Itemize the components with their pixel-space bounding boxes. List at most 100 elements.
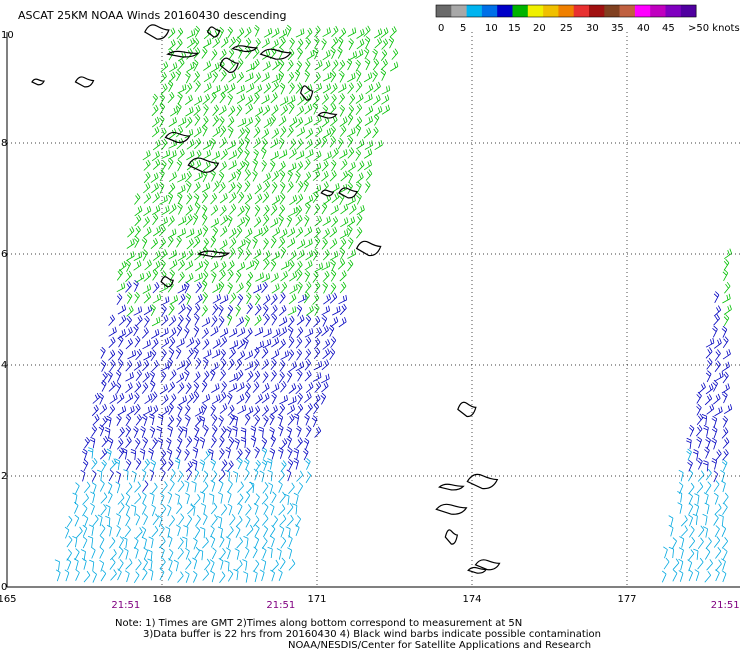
wind-barb xyxy=(321,305,330,316)
wind-barb xyxy=(143,205,152,217)
wind-barb xyxy=(312,170,321,181)
wind-barb xyxy=(254,524,260,537)
wind-barb xyxy=(289,37,295,50)
wind-barb xyxy=(228,48,235,61)
note-line-1: Note: 1) Times are GMT 2)Times along bot… xyxy=(115,618,522,629)
wind-barb xyxy=(184,448,190,461)
island-outline xyxy=(74,76,95,88)
wind-barb xyxy=(134,537,139,550)
wind-barb xyxy=(193,95,203,106)
wind-barb xyxy=(212,180,220,192)
wind-barb xyxy=(134,335,141,348)
wind-barb xyxy=(262,294,271,306)
wind-barb xyxy=(303,171,312,183)
wind-barb xyxy=(680,515,688,527)
wind-barb xyxy=(169,62,178,73)
wind-barb xyxy=(244,361,254,371)
wind-barb xyxy=(195,514,201,527)
wind-barb xyxy=(134,481,141,493)
wind-barb xyxy=(271,73,281,83)
wind-barb xyxy=(107,437,114,450)
legend-swatch xyxy=(650,5,666,17)
wind-barb xyxy=(244,350,253,361)
wind-barb xyxy=(219,571,226,583)
wind-barb xyxy=(150,349,157,362)
wind-barb xyxy=(297,47,303,60)
wind-barb xyxy=(150,304,156,316)
wind-barb xyxy=(235,270,242,283)
wind-barb xyxy=(705,383,714,395)
wind-barb xyxy=(244,546,250,559)
wind-barb xyxy=(227,480,233,492)
wind-barb xyxy=(177,202,183,215)
wind-barb xyxy=(721,558,726,571)
wind-barb xyxy=(174,457,181,470)
wind-barb xyxy=(183,525,189,537)
wind-barb xyxy=(267,546,273,559)
wind-barb xyxy=(185,547,190,560)
wind-barb xyxy=(278,215,284,227)
wind-barb xyxy=(381,38,389,50)
wind-barb xyxy=(269,525,276,537)
wind-barb xyxy=(80,469,86,482)
wind-barb xyxy=(237,481,244,493)
wind-barb xyxy=(193,371,201,383)
wind-barb xyxy=(321,202,328,215)
wind-barb xyxy=(220,214,228,226)
island-outline xyxy=(338,187,358,199)
wind-barb xyxy=(271,170,279,182)
wind-barb xyxy=(721,570,727,583)
wind-barb xyxy=(219,369,226,381)
wind-barb xyxy=(227,392,233,405)
wind-barb xyxy=(278,305,287,316)
wind-barb xyxy=(338,27,347,39)
wind-barb xyxy=(296,304,303,317)
wind-barb xyxy=(89,436,96,449)
wind-barb xyxy=(374,37,382,49)
wind-barb xyxy=(212,293,221,304)
wind-barb xyxy=(288,383,297,394)
wind-barb xyxy=(212,338,221,349)
pass-time-labels: 21:51 21:51 21:51 xyxy=(111,600,739,611)
wind-barb xyxy=(212,71,219,83)
legend-swatch xyxy=(665,5,682,17)
wind-barb xyxy=(210,261,219,272)
wind-barb xyxy=(312,248,319,261)
wind-barb xyxy=(322,83,331,94)
wind-barb xyxy=(713,291,720,303)
wind-barb xyxy=(306,49,315,60)
wind-barb xyxy=(228,150,237,160)
wind-barb xyxy=(295,383,303,395)
wind-barb xyxy=(186,192,193,205)
legend-frame xyxy=(435,4,697,18)
wind-barb xyxy=(237,457,243,470)
wind-barb xyxy=(143,315,150,328)
wind-barb xyxy=(347,171,354,183)
wind-barb xyxy=(280,281,288,294)
wind-barb xyxy=(296,239,306,250)
wind-barb xyxy=(109,359,116,372)
wind-barb xyxy=(195,357,202,370)
wind-barb xyxy=(262,191,270,203)
wind-barb xyxy=(203,104,209,116)
wind-barb xyxy=(244,315,250,327)
wind-barb xyxy=(178,480,185,493)
wind-barb xyxy=(356,181,362,194)
wind-barb xyxy=(278,59,285,72)
wind-barb xyxy=(357,160,365,172)
wind-barb xyxy=(271,559,279,572)
wind-barb xyxy=(348,51,357,61)
wind-barb xyxy=(704,394,713,406)
wind-barb xyxy=(705,347,713,359)
wind-barb xyxy=(237,160,246,172)
island-outline xyxy=(317,111,338,119)
wind-barb xyxy=(303,291,310,304)
wind-barb xyxy=(186,62,195,73)
wind-barb xyxy=(279,395,288,405)
wind-barb xyxy=(261,72,270,83)
wind-barb xyxy=(261,405,269,417)
wind-barb xyxy=(228,72,237,83)
wind-barb xyxy=(696,403,702,416)
wind-barb xyxy=(723,404,733,415)
